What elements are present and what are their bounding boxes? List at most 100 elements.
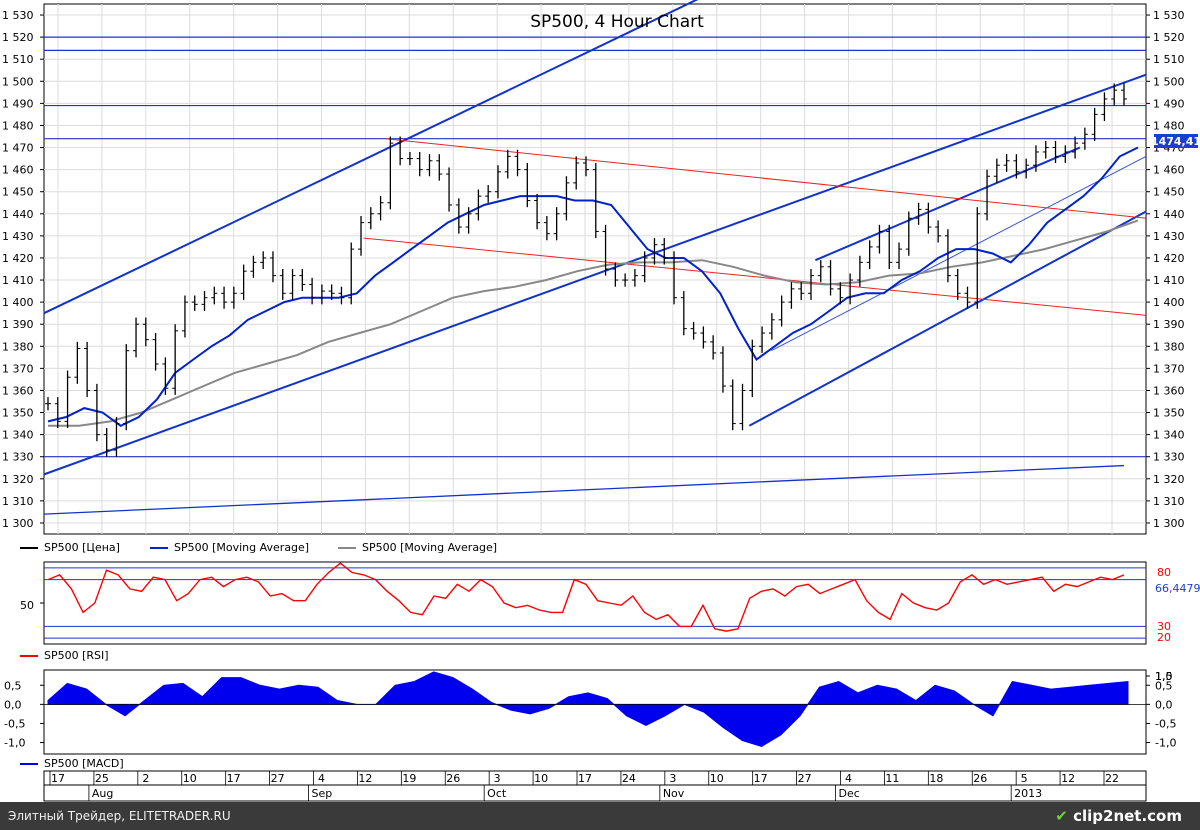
macd-y-tick-label-right: 1,5	[1155, 670, 1173, 683]
rsi-last-label: 66,4479	[1155, 582, 1200, 595]
date-day-label: 2	[142, 772, 149, 785]
y-tick-label: 1 530	[2, 9, 34, 22]
macd-y-tick-label-right: -1,0	[1155, 737, 1176, 750]
y-tick-label-right: 1 300	[1153, 517, 1185, 530]
y-tick-label: 1 400	[2, 296, 34, 309]
y-tick-label-right: 1 330	[1153, 451, 1185, 464]
y-tick-label: 1 310	[2, 495, 34, 508]
date-day-label: 3	[494, 772, 501, 785]
date-month-label: 2013	[1014, 787, 1042, 800]
date-day-label: 10	[534, 772, 548, 785]
y-tick-label-right: 1 480	[1153, 119, 1185, 132]
date-day-label: 10	[710, 772, 724, 785]
y-tick-label: 1 300	[2, 517, 34, 530]
legend-item-ma-gray: SP500 [Moving Average]	[338, 541, 497, 554]
chart-title: SP500, 4 Hour Chart	[530, 12, 704, 32]
trendline	[43, 73, 1147, 476]
date-day-label: 17	[227, 772, 241, 785]
date-day-label: 19	[402, 772, 416, 785]
trendline	[363, 237, 1147, 316]
footer-source: Элитный Трейдер, ELITETRADER.RU	[8, 809, 231, 823]
price-grid	[44, 4, 1146, 534]
y-tick-label-right: 1 520	[1153, 31, 1185, 44]
y-tick-label-right: 1 530	[1153, 9, 1185, 22]
rsi-tick-50: 50	[20, 599, 34, 612]
date-day-label: 4	[845, 772, 852, 785]
y-tick-label: 1 420	[2, 252, 34, 265]
date-month-label: Aug	[92, 787, 113, 800]
y-tick-label: 1 370	[2, 362, 34, 375]
date-day-label: 10	[183, 772, 197, 785]
date-day-label: 26	[446, 772, 460, 785]
y-tick-label-right: 1 320	[1153, 473, 1185, 486]
macd-y-tick-label-right: 1,0	[1155, 670, 1173, 683]
ma-blue-line	[47, 146, 1139, 427]
y-tick-label: 1 360	[2, 384, 34, 397]
macd-chart: 0,50,0-0,5-1,01,51,00,50,0-0,5-1,0	[0, 668, 1200, 756]
y-tick-label-right: 1 400	[1153, 296, 1185, 309]
y-tick-label-right: 1 310	[1153, 495, 1185, 508]
date-day-label: 4	[318, 772, 325, 785]
legend-label: SP500 [RSI]	[44, 649, 109, 662]
date-day-label: 5	[1021, 772, 1028, 785]
y-tick-label-right: 1 390	[1153, 318, 1185, 331]
y-tick-label: 1 330	[2, 451, 34, 464]
macd-series	[44, 671, 1146, 747]
trendlines	[43, 0, 1147, 515]
date-axis: 17 25 2 10 17 27 4 12 19 26 3 10 17 24 3 10 17 27 4 11 18 26 5…	[0, 770, 1200, 802]
trendline	[43, 464, 1124, 515]
date-day-label: 17	[754, 772, 768, 785]
macd-y-tick-label: 0,5	[4, 679, 22, 692]
macd-y-tick-label: 0,0	[4, 698, 22, 711]
y-tick-label-right: 1 370	[1153, 362, 1185, 375]
rsi-line	[47, 562, 1125, 632]
ma-gray-line	[48, 219, 1139, 427]
macd-y-tick-label: -1,0	[4, 737, 25, 750]
rsi-legend: SP500 [RSI]	[0, 647, 1200, 663]
y-tick-label-right: 1 360	[1153, 384, 1185, 397]
date-month-label: Sep	[312, 787, 333, 800]
price-legend: SP500 [Цена] SP500 [Moving Average] SP50…	[0, 539, 1200, 555]
date-day-label: 11	[885, 772, 899, 785]
ma-blue-series	[47, 146, 1139, 427]
y-tick-label-right: 1 460	[1153, 164, 1185, 177]
y-tick-label-right: 1 490	[1153, 97, 1185, 110]
date-day-label: 17	[51, 772, 65, 785]
rsi-level-80: 80	[1157, 566, 1171, 579]
macd-y-tick-label-right: -0,5	[1155, 717, 1176, 730]
trendline	[407, 0, 699, 140]
y-tick-label: 1 350	[2, 407, 34, 420]
rsi-chart: 50 80 30 20 66,4479	[0, 560, 1200, 646]
y-tick-label-right: 1 450	[1153, 186, 1185, 199]
ma-gray-series	[48, 219, 1139, 427]
price-y-axis-right: 1 300 1 310 1 320 1 330 1 340 1 350 1 360 1 370…	[1146, 9, 1185, 530]
date-days: 17 25 2 10 17 27 4 12 19 26 3 10 17 24 3 10 17 27 4 11 18 26 5…	[49, 771, 1119, 785]
date-day-label: 27	[271, 772, 285, 785]
y-tick-label-right: 1 350	[1153, 407, 1185, 420]
date-day-label: 12	[358, 772, 372, 785]
y-tick-label: 1 320	[2, 473, 34, 486]
date-day-label: 17	[578, 772, 592, 785]
date-day-label: 18	[929, 772, 943, 785]
y-tick-label: 1 510	[2, 53, 34, 66]
legend-label: SP500 [MACD]	[44, 757, 124, 770]
y-tick-label: 1 460	[2, 164, 34, 177]
brand-text: clip2net.com	[1073, 807, 1182, 825]
y-tick-label: 1 500	[2, 75, 34, 88]
legend-label: SP500 [Moving Average]	[362, 541, 498, 554]
date-day-label: 12	[1061, 772, 1075, 785]
rsi-level-20: 20	[1157, 631, 1171, 644]
macd-area-fill	[47, 671, 1129, 747]
date-day-label: 22	[1105, 772, 1119, 785]
y-tick-label: 1 430	[2, 230, 34, 243]
rsi-levels	[40, 567, 1146, 639]
date-day-label: 26	[973, 772, 987, 785]
date-months: Aug Sep Oct Nov Dec 2013	[88, 785, 1042, 801]
y-tick-label: 1 390	[2, 318, 34, 331]
date-month-label: Dec	[839, 787, 860, 800]
macd-y-tick-label: -0,5	[4, 717, 25, 730]
y-tick-label-right: 1 420	[1153, 252, 1185, 265]
legend-item-price: SP500 [Цена]	[20, 541, 120, 554]
trendline	[748, 210, 1147, 427]
